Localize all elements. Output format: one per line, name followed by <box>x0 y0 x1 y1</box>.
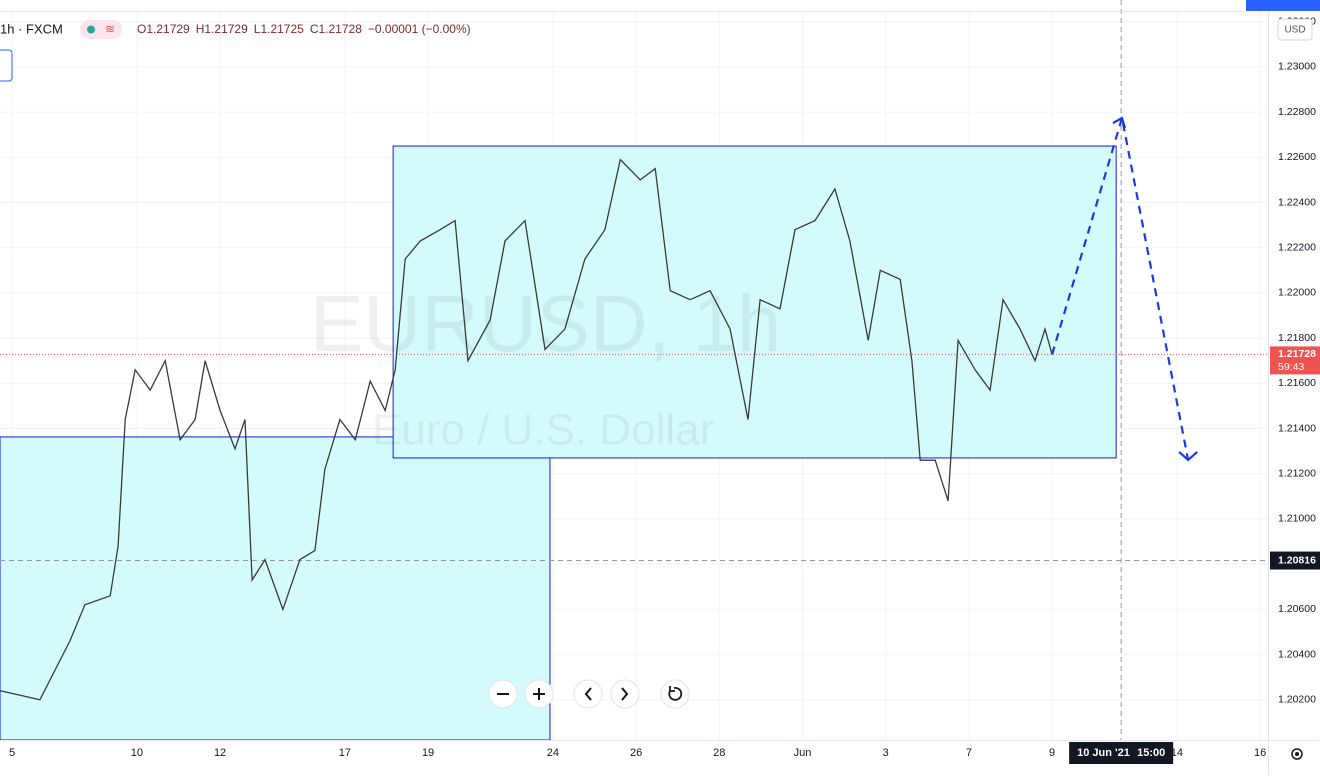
y-tick-label: 1.22200 <box>1278 242 1316 254</box>
ohlc-legend: O1.21729 H1.21729 L1.21725 C1.21728 −0.00001… <box>137 22 471 36</box>
y-tick-label: 1.22600 <box>1278 151 1316 163</box>
zoom-in-icon <box>533 688 545 700</box>
last-price-label: 1.21728 <box>1278 348 1316 360</box>
nav-buttons <box>488 679 690 709</box>
scroll-right-button[interactable] <box>610 679 640 709</box>
market-open-dot <box>87 25 95 34</box>
crosshair-date-label: 10 Jun '21 <box>1077 747 1130 759</box>
y-tick-label: 1.21400 <box>1278 422 1316 434</box>
y-tick-label: 1.21800 <box>1278 332 1316 344</box>
y-tick-label: 1.21200 <box>1278 468 1316 480</box>
y-tick-label: 1.20200 <box>1278 694 1316 706</box>
x-tick-label: 10 <box>131 747 143 759</box>
settings-button[interactable] <box>1291 748 1303 760</box>
axes: 1.202001.204001.206001.208001.210001.212… <box>9 15 1320 764</box>
reset-button[interactable] <box>660 679 690 709</box>
last-price-box <box>1270 346 1320 375</box>
scroll-right-icon <box>621 687 629 701</box>
y-tick-label: 1.22000 <box>1278 287 1316 299</box>
crosshair-price-box <box>1270 551 1320 570</box>
projection-arrowhead <box>1178 451 1198 462</box>
toolbar-button[interactable] <box>1246 0 1320 11</box>
y-tick-label: 1.23000 <box>1278 61 1316 73</box>
x-tick-label: 14 <box>1171 747 1183 759</box>
y-tick-label: 1.22400 <box>1278 196 1316 208</box>
x-tick-label: 26 <box>630 747 642 759</box>
crosshair-time-box <box>1069 742 1174 764</box>
x-tick-label: 16 <box>1254 747 1266 759</box>
crosshair-time-label: 15:00 <box>1137 747 1165 759</box>
status-icon: ≋ <box>105 22 115 36</box>
watermark-description: Euro / U.S. Dollar <box>372 406 714 455</box>
ohlc-value: L1.21725 <box>254 22 304 36</box>
side-button[interactable] <box>0 49 13 82</box>
y-tick-label: 1.20600 <box>1278 603 1316 615</box>
reset-icon <box>668 686 683 701</box>
ohlc-value: −0.00001 (−0.00%) <box>368 22 471 36</box>
countdown-label: 59:43 <box>1278 361 1304 373</box>
status-pill[interactable] <box>80 20 122 39</box>
x-tick-label: 9 <box>1049 747 1055 759</box>
x-tick-label: 19 <box>422 747 434 759</box>
x-tick-label: 28 <box>713 747 725 759</box>
settings-icon-center <box>1295 752 1299 756</box>
range-box <box>392 145 1117 459</box>
x-tick-label: Jun <box>794 747 812 759</box>
x-tick-label: 7 <box>966 747 972 759</box>
symbol-label: 1h · FXCM <box>0 21 63 36</box>
projection-peak <box>1112 116 1127 129</box>
x-tick-label: 24 <box>547 747 559 759</box>
plot-back <box>0 12 1268 741</box>
y-tick-label: 1.20400 <box>1278 648 1316 660</box>
settings-icon <box>1291 748 1303 760</box>
ohlc-value: C1.21728 <box>310 22 362 36</box>
currency-label: USD <box>1284 25 1305 36</box>
price-line <box>0 158 1053 701</box>
x-tick-label: 5 <box>9 747 15 759</box>
x-tick-label: 3 <box>883 747 889 759</box>
y-tick-label: 1.21600 <box>1278 377 1316 389</box>
plot-front <box>0 0 1268 740</box>
x-tick-label: 17 <box>339 747 351 759</box>
y-tick-label: 1.21000 <box>1278 513 1316 525</box>
scroll-left-button[interactable] <box>573 679 603 709</box>
currency-button[interactable] <box>1277 18 1313 41</box>
x-tick-label: 12 <box>214 747 226 759</box>
projection-path <box>1051 117 1190 461</box>
y-tick-label: 1.22800 <box>1278 106 1316 118</box>
scroll-left-icon <box>584 687 592 701</box>
crosshair-price-label: 1.20816 <box>1278 554 1316 566</box>
ohlc-value: H1.21729 <box>196 22 248 36</box>
ohlc-value: O1.21729 <box>137 22 190 36</box>
